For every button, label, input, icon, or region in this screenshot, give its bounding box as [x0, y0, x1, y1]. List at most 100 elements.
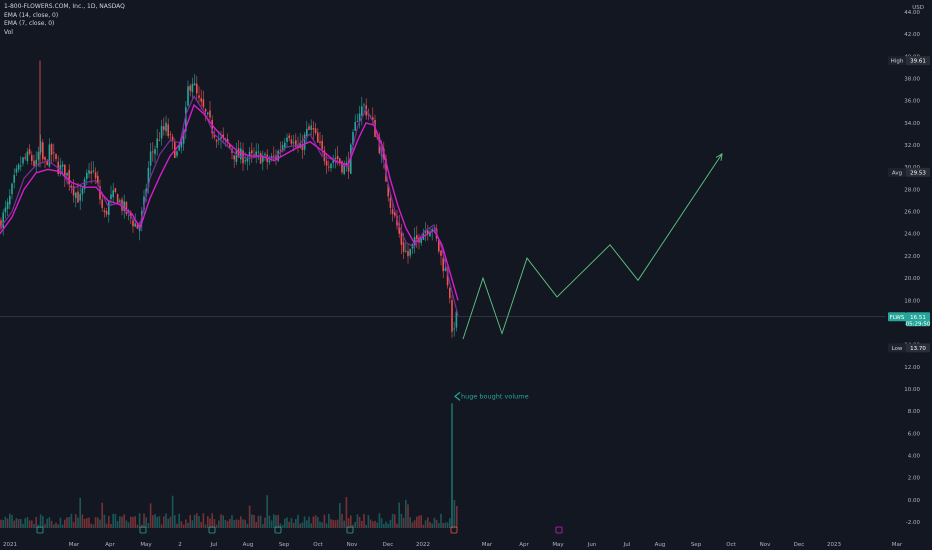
candle[interactable]	[215, 139, 218, 142]
candle[interactable]	[440, 250, 442, 256]
candle[interactable]	[328, 166, 330, 168]
candle[interactable]	[152, 151, 154, 153]
candle[interactable]	[35, 159, 37, 167]
candle[interactable]	[13, 174, 15, 183]
candle[interactable]	[248, 151, 251, 157]
candle[interactable]	[259, 153, 262, 164]
candle[interactable]	[26, 151, 29, 161]
avg-price-tag[interactable]: Avg 29.53	[888, 167, 930, 177]
candle[interactable]	[312, 128, 315, 130]
candle[interactable]	[358, 113, 361, 122]
candle[interactable]	[39, 141, 42, 153]
candle[interactable]	[431, 229, 433, 231]
ema7-legend[interactable]: EMA (7, close, 0)	[4, 20, 55, 27]
candle[interactable]	[402, 242, 405, 252]
candle[interactable]	[286, 137, 288, 142]
candle[interactable]	[202, 99, 205, 108]
candle[interactable]	[354, 122, 356, 131]
candle[interactable]	[405, 250, 407, 252]
candle[interactable]	[240, 148, 242, 160]
candle[interactable]	[88, 170, 90, 174]
candle[interactable]	[33, 160, 35, 167]
candle[interactable]	[198, 95, 200, 98]
candle[interactable]	[427, 230, 429, 235]
candle[interactable]	[237, 148, 240, 158]
candle[interactable]	[295, 140, 297, 147]
candle[interactable]	[319, 141, 321, 144]
candle[interactable]	[200, 98, 202, 102]
earnings-marker[interactable]	[36, 526, 44, 534]
candle[interactable]	[125, 201, 128, 214]
candle[interactable]	[420, 239, 422, 243]
candle[interactable]	[361, 106, 363, 116]
candle[interactable]	[160, 126, 163, 139]
candle[interactable]	[372, 117, 374, 120]
candle[interactable]	[299, 142, 301, 148]
candle[interactable]	[130, 212, 132, 219]
candle[interactable]	[246, 157, 249, 162]
candle[interactable]	[455, 311, 458, 328]
high-price-tag[interactable]: High 39.61	[888, 56, 930, 66]
candle[interactable]	[180, 141, 183, 148]
candle[interactable]	[123, 201, 125, 212]
candle[interactable]	[394, 212, 396, 216]
candle[interactable]	[389, 197, 392, 208]
candle[interactable]	[352, 132, 354, 145]
candle[interactable]	[268, 160, 271, 163]
candle[interactable]	[145, 188, 147, 197]
candle[interactable]	[9, 195, 11, 205]
candle[interactable]	[70, 185, 73, 188]
candle[interactable]	[191, 83, 194, 93]
candle[interactable]	[77, 191, 79, 203]
candle[interactable]	[281, 145, 284, 152]
candle[interactable]	[339, 158, 341, 164]
candle[interactable]	[323, 150, 326, 162]
candle[interactable]	[86, 172, 88, 179]
candle[interactable]	[46, 160, 48, 165]
candle[interactable]	[391, 209, 394, 215]
earnings-marker[interactable]	[139, 526, 147, 534]
candle[interactable]	[321, 140, 323, 150]
candle[interactable]	[176, 151, 178, 156]
candle[interactable]	[6, 201, 9, 209]
candle[interactable]	[55, 153, 57, 160]
candle[interactable]	[273, 155, 275, 157]
candle[interactable]	[50, 144, 53, 155]
candle[interactable]	[72, 186, 75, 196]
candle[interactable]	[407, 251, 409, 257]
candle[interactable]	[94, 172, 97, 179]
candle[interactable]	[257, 151, 260, 153]
candle[interactable]	[196, 83, 198, 94]
candle[interactable]	[114, 188, 117, 193]
candle[interactable]	[284, 142, 286, 148]
candle[interactable]	[446, 269, 449, 286]
candle[interactable]	[154, 149, 156, 155]
candle[interactable]	[400, 231, 403, 245]
candle[interactable]	[105, 210, 108, 215]
candle[interactable]	[341, 161, 343, 173]
forecast-path[interactable]	[462, 153, 723, 340]
candle[interactable]	[409, 248, 411, 256]
volume-spike-bar[interactable]	[451, 403, 453, 528]
candle[interactable]	[288, 135, 290, 138]
volume-legend[interactable]: Vol	[4, 28, 13, 36]
candle[interactable]	[147, 167, 150, 188]
candle[interactable]	[363, 104, 365, 106]
candle[interactable]	[24, 157, 26, 159]
candle[interactable]	[204, 109, 207, 112]
candle[interactable]	[303, 134, 306, 150]
candle[interactable]	[17, 164, 20, 170]
candle[interactable]	[163, 126, 165, 130]
candle[interactable]	[66, 172, 68, 176]
candle[interactable]	[444, 268, 447, 271]
candle[interactable]	[37, 151, 40, 160]
candle[interactable]	[64, 164, 66, 178]
candle[interactable]	[119, 200, 121, 202]
ema14-legend[interactable]: EMA (14, close, 0)	[4, 11, 59, 19]
candle[interactable]	[101, 199, 103, 208]
candle[interactable]	[398, 223, 400, 234]
candle[interactable]	[220, 137, 222, 139]
candle[interactable]	[132, 220, 134, 227]
candle[interactable]	[156, 138, 158, 148]
